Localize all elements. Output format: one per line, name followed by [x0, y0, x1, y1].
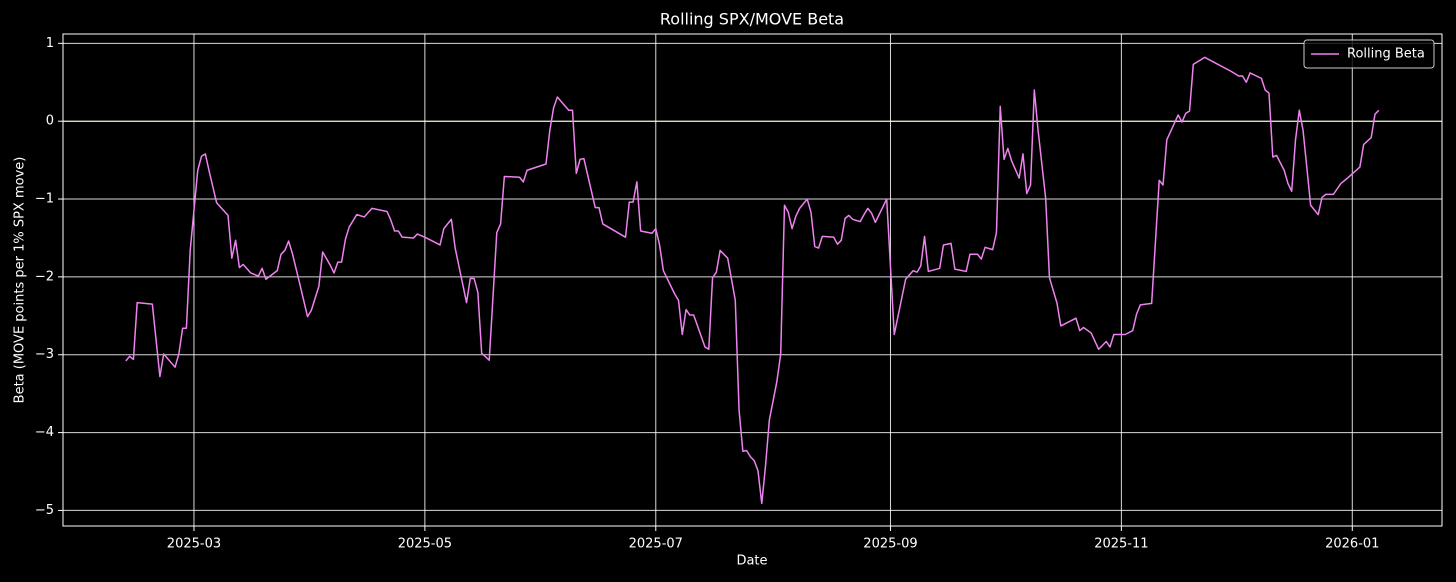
y-axis-label: Beta (MOVE points per 1% SPX move)	[13, 157, 28, 404]
legend: Rolling Beta	[1303, 39, 1435, 69]
x-tick-label: 2025-09	[863, 537, 917, 552]
x-tick-label: 2025-05	[398, 537, 452, 552]
x-tick-label: 2026-01	[1325, 537, 1379, 552]
legend-box	[1303, 39, 1435, 69]
y-tick-label: −2	[35, 269, 54, 284]
legend-label: Rolling Beta	[1347, 47, 1425, 62]
y-tick-label: −4	[35, 425, 54, 440]
y-tick-label: −3	[35, 347, 54, 362]
plot-area	[63, 56, 1442, 505]
axes-frame	[62, 33, 1443, 527]
chart-title: Rolling SPX/MOVE Beta	[660, 10, 844, 29]
y-tick-label: 0	[46, 114, 54, 129]
y-tick-label: 1	[46, 36, 54, 51]
x-tick-label: 2025-03	[167, 537, 221, 552]
data-line	[125, 56, 1380, 505]
y-tick-label: −5	[35, 503, 54, 518]
x-axis-label: Date	[736, 554, 767, 569]
x-tick-label: 2025-07	[629, 537, 683, 552]
y-tick-label: −1	[35, 192, 54, 207]
x-tick-label: 2025-11	[1094, 537, 1148, 552]
